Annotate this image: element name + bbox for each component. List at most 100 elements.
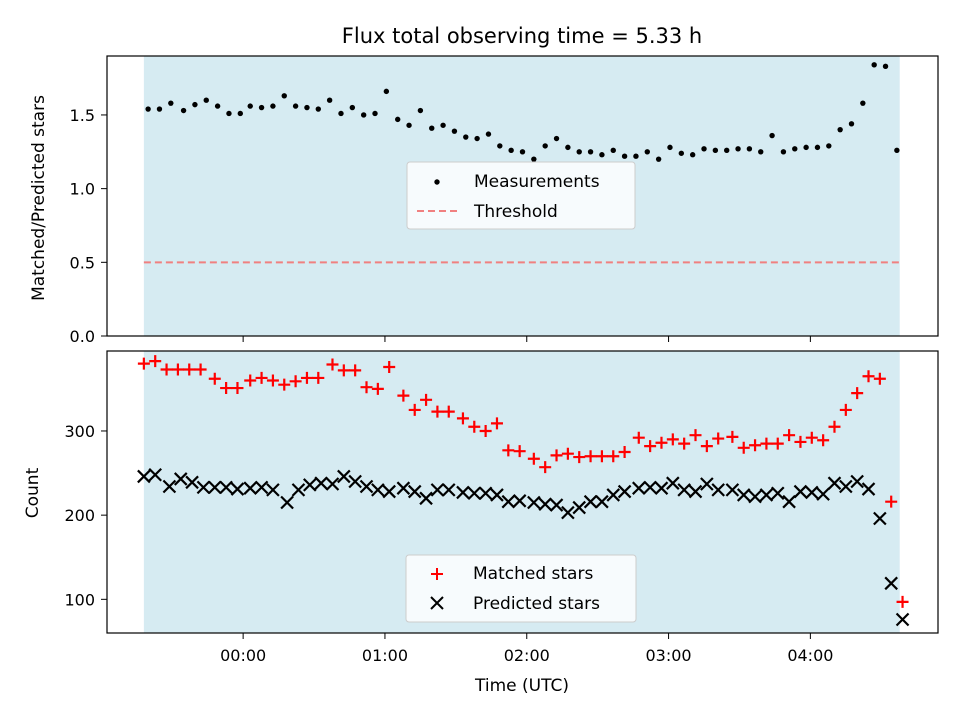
measurement-point [156, 106, 163, 112]
matched-star-point [371, 382, 384, 395]
matched-star-point [442, 405, 455, 418]
measurement-point [440, 122, 446, 128]
predicted-star-point [654, 481, 669, 495]
predicted-star-point [243, 481, 258, 495]
measurement-point [542, 143, 548, 149]
x-tick-label: 02:00 [504, 646, 550, 665]
measurement-point [349, 104, 356, 111]
predicted-star-point [490, 488, 504, 502]
matched-star-point [794, 435, 807, 448]
predicted-star-point [700, 477, 714, 491]
measurement-point [180, 107, 187, 114]
matched-star-point [337, 364, 350, 377]
measurement-point [701, 146, 707, 152]
matched-star-point [737, 441, 750, 454]
measurement-point [860, 100, 866, 106]
measurement-point [882, 63, 889, 70]
predicted-star-point [512, 494, 527, 508]
measurement-point [621, 153, 628, 159]
predicted-star-point [805, 485, 819, 500]
predicted-star-point [303, 478, 317, 492]
top-y-tick-label: 0.0 [70, 327, 95, 346]
predicted-star-point [711, 483, 725, 497]
predicted-star-point [827, 476, 842, 490]
matched-star-point [502, 444, 515, 457]
top-y-tick-label: 1.0 [70, 180, 95, 199]
measurement-point [292, 103, 299, 109]
measurement-point [451, 128, 458, 134]
measurement-point [565, 144, 571, 151]
measurement-point [746, 146, 753, 152]
legend-matched-marker [431, 568, 443, 580]
top-y-tick-label: 0.5 [70, 253, 95, 272]
predicted-star-point [873, 511, 887, 526]
predicted-star-point [196, 480, 211, 495]
predicted-star-point [280, 495, 294, 510]
predicted-star-point [325, 477, 340, 491]
top-legend: Measurements Threshold [406, 161, 636, 230]
predicted-star-point [632, 481, 646, 495]
matched-star-point [479, 424, 492, 437]
x-tick-label: 00:00 [220, 646, 266, 665]
predicted-star-point [538, 497, 552, 511]
matched-star-point [550, 449, 563, 462]
matched-star-point [231, 382, 244, 395]
top-panel: Matched/Predicted stars 0.0 0.5 1.0 1.5 Mea… [29, 55, 939, 346]
matched-star-point [397, 389, 410, 402]
measurement-point [724, 147, 730, 154]
predicted-star-point [337, 469, 351, 484]
predicted-star-point [606, 488, 621, 502]
bottom-y-axis-label: Count [23, 467, 43, 518]
measurement-point [508, 147, 514, 154]
predicted-star-point [230, 482, 245, 496]
measurement-point [803, 144, 809, 151]
predicted-star-point [677, 483, 691, 497]
measurement-point [837, 126, 843, 133]
predicted-star-point [419, 491, 433, 506]
matched-star-point [851, 387, 864, 400]
measurement-point [848, 121, 855, 127]
matched-star-point [408, 403, 421, 416]
predicted-star-point [561, 505, 575, 520]
top-legend-box [406, 161, 636, 230]
measurement-point [610, 147, 616, 154]
predicted-star-point [895, 612, 910, 627]
measurement-point [203, 97, 209, 103]
matched-star-point [513, 445, 526, 458]
legend-threshold-label: Threshold [473, 202, 558, 222]
matched-star-point [312, 371, 325, 384]
measurement-point [769, 132, 775, 139]
measurement-point [531, 156, 537, 162]
bottom-legend-box [405, 554, 637, 623]
measurement-point [315, 106, 321, 112]
measurement-point [214, 103, 221, 109]
predicted-star-point [219, 480, 233, 495]
top-axes-frame [106, 55, 939, 337]
predicted-star-point [396, 481, 411, 495]
matched-star-point [220, 382, 233, 395]
measurement-point [338, 110, 344, 117]
matched-star-point [749, 439, 762, 452]
x-tick-label: 03:00 [646, 646, 692, 665]
matched-star-point [839, 403, 852, 416]
matched-star-point [771, 437, 784, 450]
predicted-star-point [850, 474, 864, 489]
measurement-point [655, 156, 662, 162]
matched-star-point [266, 374, 279, 387]
measurement-point [417, 107, 424, 114]
x-tick-label: 01:00 [362, 646, 408, 665]
matched-star-point [561, 447, 574, 460]
predicted-star-point [478, 486, 493, 501]
measurement-point [192, 101, 198, 108]
measurement-point [758, 149, 764, 155]
matched-star-point [160, 363, 173, 376]
matched-star-point [360, 381, 373, 394]
measurement-point [168, 100, 174, 106]
predicted-star-point [291, 483, 306, 497]
measurement-point [281, 93, 287, 99]
matched-star-point [805, 431, 818, 444]
measurement-point [599, 152, 605, 158]
predicted-star-point [162, 479, 177, 494]
measurement-point [780, 149, 787, 155]
measurement-point [247, 103, 253, 109]
